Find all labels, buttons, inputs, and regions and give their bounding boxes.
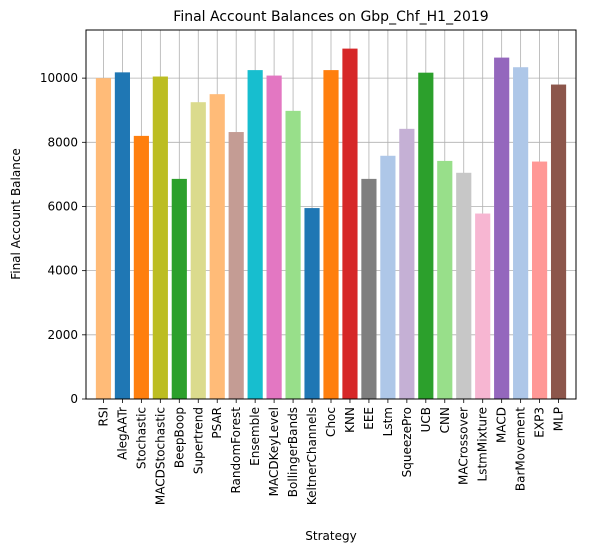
x-tick-label: BollingerBands — [286, 407, 300, 497]
y-tick-label: 6000 — [47, 199, 78, 213]
bars — [96, 49, 566, 399]
bar-barmovement — [513, 67, 528, 399]
x-tick-label: Stochastic — [134, 407, 148, 469]
bar-macd — [494, 58, 509, 399]
bar-supertrend — [191, 102, 206, 399]
bar-beepboop — [172, 179, 187, 399]
bar-macdkeylevel — [267, 76, 282, 399]
y-tick-label: 4000 — [47, 264, 78, 278]
x-tick-label: RSI — [96, 407, 110, 427]
chart-title: Final Account Balances on Gbp_Chf_H1_201… — [173, 9, 488, 25]
x-tick-label: SqueezePro — [400, 407, 414, 477]
y-tick-label: 0 — [70, 392, 78, 406]
bar-macdstochastic — [153, 77, 168, 399]
bar-ensemble — [248, 70, 263, 399]
x-tick-label: BeepBoop — [172, 407, 186, 468]
bar-randomforest — [229, 132, 244, 399]
bar-rsi — [96, 78, 111, 399]
x-tick-label: RandomForest — [229, 407, 243, 494]
x-tick-label: PSAR — [210, 407, 224, 439]
y-axis-label: Final Account Balance — [9, 148, 23, 280]
x-tick-label: MACD — [495, 407, 509, 443]
x-tick-label: MACrossover — [457, 407, 471, 485]
x-tick-label: KeltnerChannels — [305, 407, 319, 505]
x-tick-label: Lstm — [381, 407, 395, 436]
bar-mlp — [551, 85, 566, 399]
y-tick-label: 8000 — [47, 135, 78, 149]
x-tick-label: MLP — [552, 407, 566, 431]
x-tick-label: AlegAATr — [115, 407, 129, 460]
bar-macrossover — [456, 173, 471, 399]
x-tick-label: EEE — [362, 407, 376, 430]
bar-stochastic — [134, 136, 149, 399]
bar-eee — [361, 179, 376, 399]
x-tick-label: CNN — [438, 407, 452, 433]
bar-psar — [210, 94, 225, 399]
x-tick-label: MACDKeyLevel — [267, 407, 281, 496]
x-tick-label: MACDStochastic — [153, 407, 167, 505]
x-tick-label: UCB — [419, 407, 433, 432]
x-tick-label: LstmMixture — [476, 407, 490, 481]
bar-keltnerchannels — [304, 208, 319, 399]
y-tick-label: 10000 — [40, 71, 78, 85]
x-tick-label: Choc — [324, 407, 338, 437]
x-axis-label: Strategy — [305, 529, 356, 543]
bar-squeezepro — [399, 129, 414, 399]
bar-knn — [342, 49, 357, 399]
bar-bollingerbands — [285, 111, 300, 399]
bar-lstm — [380, 156, 395, 399]
x-tick-label: Supertrend — [191, 407, 205, 474]
bar-cnn — [437, 161, 452, 399]
x-tick-label: Ensemble — [248, 407, 262, 466]
x-tick-label: EXP3 — [533, 407, 547, 438]
bar-lstmmixture — [475, 214, 490, 399]
x-tick-label: KNN — [343, 407, 357, 433]
y-axis: 0 2000 4000 6000 8000 10000 — [40, 71, 86, 406]
bar-alegaatr — [115, 72, 130, 399]
bar-exp3 — [532, 162, 547, 399]
bar-ucb — [418, 73, 433, 399]
y-tick-label: 2000 — [47, 328, 78, 342]
bar-choc — [323, 70, 338, 399]
x-axis: RSI AlegAATr Stochastic MACDStochastic BeepB… — [96, 399, 565, 505]
x-tick-label: BarMovement — [514, 407, 528, 491]
